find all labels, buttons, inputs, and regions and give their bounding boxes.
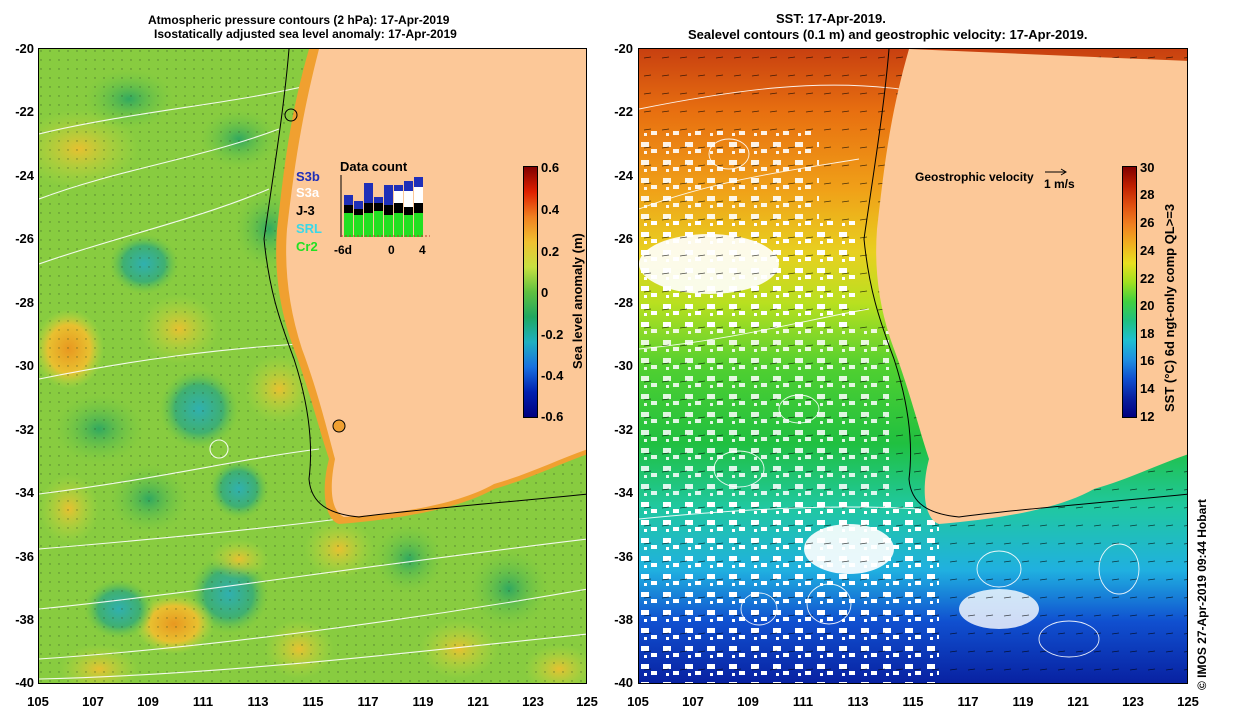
sla-cbar-tick: 0.6 [541,160,560,175]
sla-map: Data count S3b S3a J-3 SRL Cr2 -6d 0 4 [38,48,587,684]
sla-cbar-tick: 0.4 [541,202,560,217]
sealevel-contours [639,84,1140,658]
lat-tick: -30 [614,358,633,373]
lon-tick: 113 [247,694,269,709]
lat-tick: -40 [15,675,34,690]
lat-tick: -26 [15,231,34,246]
sat-label-s3a: S3a [296,185,320,200]
data-count-bars [340,175,430,237]
sst-colorbar [1122,166,1137,418]
sat-label-s3b: S3b [296,169,320,184]
lon-tick: 111 [192,694,214,709]
lon-tick: 121 [1067,694,1089,709]
imos-credit: © IMOS 27-Apr-2019 09:44 Hobart [1195,499,1209,690]
right-title-line2: Sealevel contours (0.1 m) and geostrophi… [688,27,1088,42]
lat-tick: -38 [614,612,633,627]
lon-tick: 107 [682,694,704,709]
lon-tick: 123 [1122,694,1144,709]
lat-tick: -26 [614,231,633,246]
sst-cbar-tick: 22 [1140,271,1155,286]
lat-tick: -34 [15,485,34,500]
lat-tick: -28 [15,295,34,310]
shelf-contour [863,49,1187,518]
inset-xtick: -6d [334,243,352,257]
sla-cbar-tick: -0.6 [541,409,564,424]
left-title-line2: Isostatically adjusted sea level anomaly… [154,27,457,41]
lon-tick: 119 [412,694,434,709]
lon-tick: 125 [1177,694,1199,709]
lon-tick: 113 [847,694,869,709]
sat-label-j3: J-3 [296,203,315,218]
sla-colorbar-label: Sea level anomaly (m) [570,233,585,369]
lon-tick: 111 [792,694,814,709]
sst-cbar-tick: 16 [1140,353,1155,368]
lon-tick: 109 [737,694,759,709]
sla-colorbar [523,166,538,418]
lat-tick: -24 [15,168,34,183]
lon-tick: 121 [467,694,489,709]
lat-tick: -28 [614,295,633,310]
sla-cbar-tick: -0.2 [541,327,564,342]
sat-label-cr2: Cr2 [296,239,318,254]
australia-land [876,49,1187,524]
lon-tick: 109 [137,694,159,709]
left-title-line1: Atmospheric pressure contours (2 hPa): 1… [148,13,450,27]
sst-cbar-tick: 18 [1140,326,1155,341]
lon-tick: 119 [1012,694,1034,709]
lon-tick: 115 [302,694,324,709]
lon-tick: 107 [82,694,104,709]
inset-xtick: 4 [419,243,426,257]
sst-map: Geostrophic velocity 1 m/s [638,48,1188,684]
sst-cbar-tick: 20 [1140,298,1155,313]
sla-cbar-tick: -0.4 [541,368,564,383]
australia-land [286,49,586,517]
lat-tick: -20 [614,41,633,56]
sst-map-canvas [639,49,1187,683]
lat-tick: -38 [15,612,34,627]
right-title-line1: SST: 17-Apr-2019. [776,11,886,26]
sat-label-srl: SRL [296,221,322,236]
lon-tick: 117 [357,694,379,709]
velocity-arrow-icon [1045,168,1067,176]
shelf-contour [263,49,586,518]
tide-gauge-marker [284,108,298,122]
lon-tick: 123 [522,694,544,709]
lat-tick: -36 [614,549,633,564]
lon-tick: 105 [27,694,49,709]
lat-tick: -32 [614,422,633,437]
lon-tick: 115 [902,694,924,709]
sst-cbar-tick: 28 [1140,187,1155,202]
lat-tick: -36 [15,549,34,564]
lat-tick: -20 [15,41,34,56]
velocity-scale: 1 m/s [1044,177,1075,191]
sst-cbar-tick: 12 [1140,409,1155,424]
sst-cbar-tick: 14 [1140,381,1155,396]
sla-cbar-tick: 0 [541,285,549,300]
sst-cbar-tick: 24 [1140,243,1155,258]
lat-tick: -34 [614,485,633,500]
lon-tick: 105 [627,694,649,709]
sla-map-canvas [39,49,586,683]
data-count-inset: Data count S3b S3a J-3 SRL Cr2 -6d 0 4 [284,159,434,269]
inset-xtick: 0 [388,243,395,257]
sst-cbar-tick: 26 [1140,215,1155,230]
tide-gauge-marker [332,419,346,433]
lat-tick: -22 [614,104,633,119]
lon-tick: 125 [576,694,598,709]
sst-colorbar-label: SST (°C) 6d ngt-only comp QL>=3 [1162,203,1177,412]
sst-cbar-tick: 30 [1140,160,1155,175]
lat-tick: -32 [15,422,34,437]
lon-tick: 117 [957,694,979,709]
lat-tick: -22 [15,104,34,119]
lat-tick: -24 [614,168,633,183]
velocity-label: Geostrophic velocity [915,170,1034,184]
sla-cbar-tick: 0.2 [541,244,560,259]
lat-tick: -40 [614,675,633,690]
lat-tick: -30 [15,358,34,373]
data-count-title: Data count [340,159,408,174]
